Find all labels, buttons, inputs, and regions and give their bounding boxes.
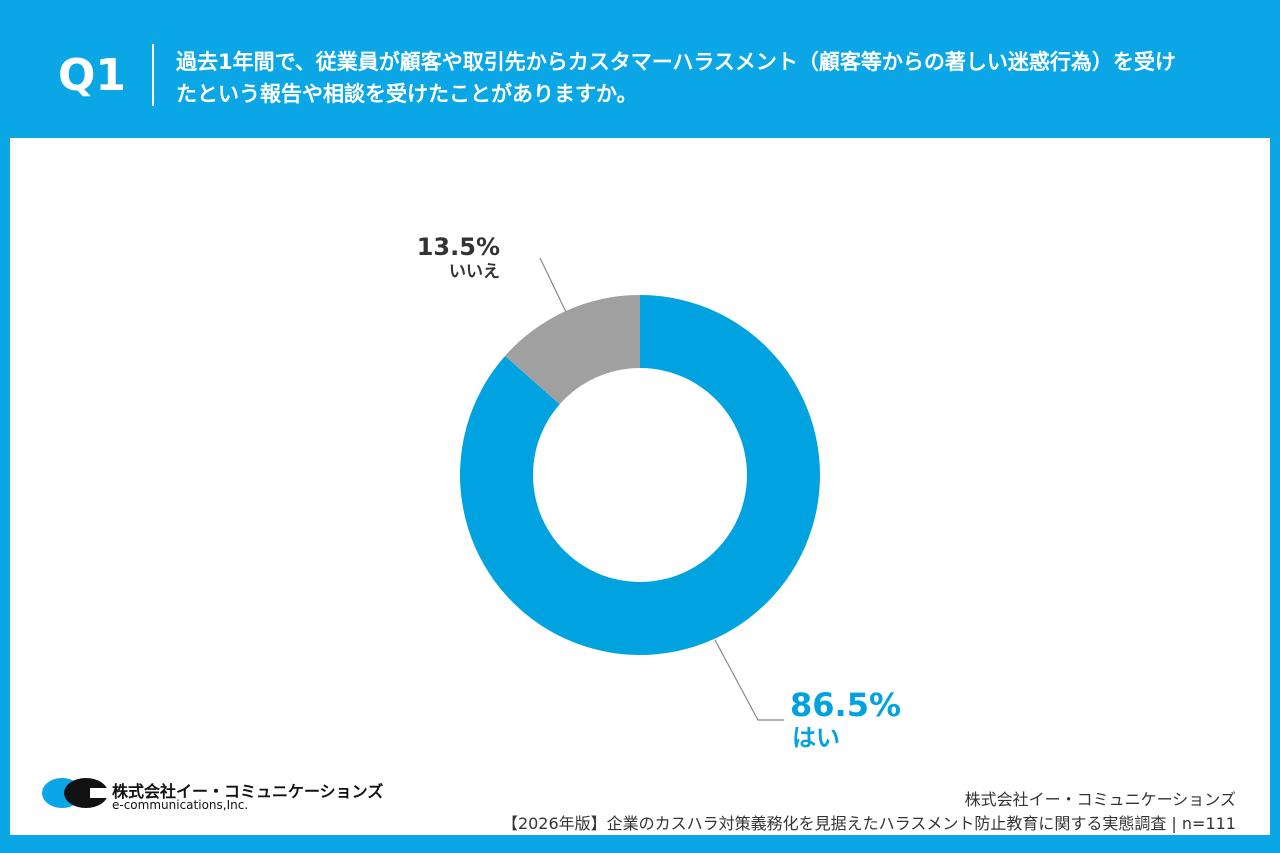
leader-line-no (539, 257, 567, 313)
value-label-no: 13.5% (417, 233, 500, 261)
source-company: 株式会社イー・コミュニケーションズ (964, 790, 1236, 809)
logo-company-name-en: e-communications,Inc. (112, 798, 249, 812)
question-number: Q1 (58, 50, 127, 101)
value-label-yes: 86.5% (790, 686, 901, 724)
category-label-no: いいえ (449, 262, 500, 282)
question-text: 過去1年間で、従業員が顧客や取引先からカスタマーハラスメント（顧客等からの著しい… (176, 50, 1176, 106)
company-logo (42, 776, 110, 814)
divider (152, 44, 154, 106)
donut-slice-yes (460, 295, 821, 655)
donut-slice-no (504, 295, 640, 405)
chart-panel (10, 138, 1270, 835)
survey-title: 【2026年版】企業のカスハラ対策義務化を見据えたハラスメント防止教育に関する実… (501, 814, 1236, 833)
category-label-yes: はい (792, 724, 840, 752)
logo-company-name: 株式会社イー・コミュニケーションズ (112, 782, 384, 801)
leader-line-yes (714, 639, 784, 721)
